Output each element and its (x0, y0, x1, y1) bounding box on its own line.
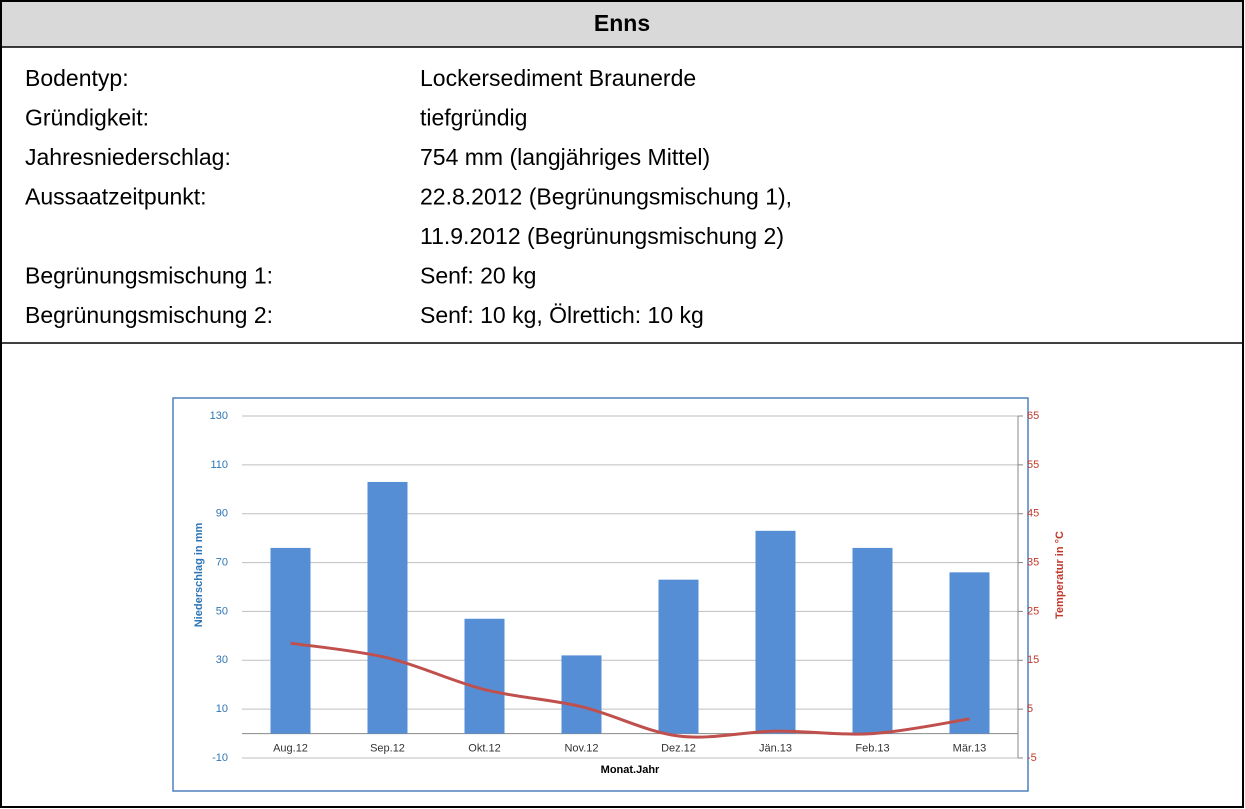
y2-tick-label: 65 (1027, 410, 1039, 422)
row-value: 22.8.2012 (Begrünungsmischung 1), (420, 184, 792, 210)
x-tick-label: Jän.13 (759, 742, 792, 754)
y-tick-label: 10 (216, 703, 228, 715)
row-value: Senf: 20 kg (420, 263, 536, 289)
bar (755, 530, 796, 734)
y2-tick-label: -5 (1027, 752, 1037, 764)
y-tick-label: 70 (216, 556, 228, 568)
y2-tick-label: 45 (1027, 508, 1039, 520)
row-value: Lockersediment Braunerde (420, 65, 696, 91)
y-axis-title: Niederschlag in mm (193, 523, 205, 628)
y2-tick-label: 35 (1027, 556, 1039, 568)
y-tick-label: 110 (210, 459, 228, 471)
row-label: Bodentyp: (25, 65, 129, 91)
bar (658, 579, 699, 734)
row-value: tiefgründig (420, 105, 527, 131)
y-tick-label: -10 (212, 752, 228, 764)
y2-axis-title: Temperatur in °C (1054, 531, 1066, 619)
x-axis-title: Monat.Jahr (601, 764, 660, 776)
x-tick-label: Feb.13 (855, 742, 889, 754)
x-tick-label: Okt.12 (468, 742, 500, 754)
x-tick-label: Aug.12 (273, 742, 308, 754)
row-label: Begrünungsmischung 1: (25, 263, 273, 289)
bar (367, 481, 408, 734)
x-tick-label: Sep.12 (370, 742, 405, 754)
row-label: Gründigkeit: (25, 105, 149, 131)
header-bg (1, 1, 1243, 47)
y-tick-label: 130 (210, 410, 228, 422)
row-label: Aussaatzeitpunkt: (25, 184, 207, 210)
row-label: Jahresniederschlag: (25, 144, 231, 170)
x-tick-label: Mär.13 (953, 742, 987, 754)
y2-tick-label: 55 (1027, 459, 1039, 471)
y2-tick-label: 15 (1027, 654, 1039, 666)
y-tick-label: 30 (216, 654, 228, 666)
row-value: 11.9.2012 (Begrünungsmischung 2) (420, 223, 784, 249)
bar (270, 547, 311, 734)
bar (949, 572, 990, 734)
bar (464, 618, 505, 734)
y2-tick-label: 5 (1027, 703, 1033, 715)
bar (561, 655, 602, 734)
row-label: Begrünungsmischung 2: (25, 302, 273, 328)
x-tick-label: Nov.12 (564, 742, 598, 754)
y-tick-label: 90 (216, 508, 228, 520)
x-tick-label: Dez.12 (661, 742, 696, 754)
table-title: Enns (594, 10, 650, 36)
y-tick-label: 50 (216, 605, 228, 617)
row-value: Senf: 10 kg, Ölrettich: 10 kg (420, 302, 704, 328)
y2-tick-label: 25 (1027, 605, 1039, 617)
temperature-line (290, 641, 970, 739)
bar (852, 547, 893, 734)
row-value: 754 mm (langjähriges Mittel) (420, 144, 710, 170)
